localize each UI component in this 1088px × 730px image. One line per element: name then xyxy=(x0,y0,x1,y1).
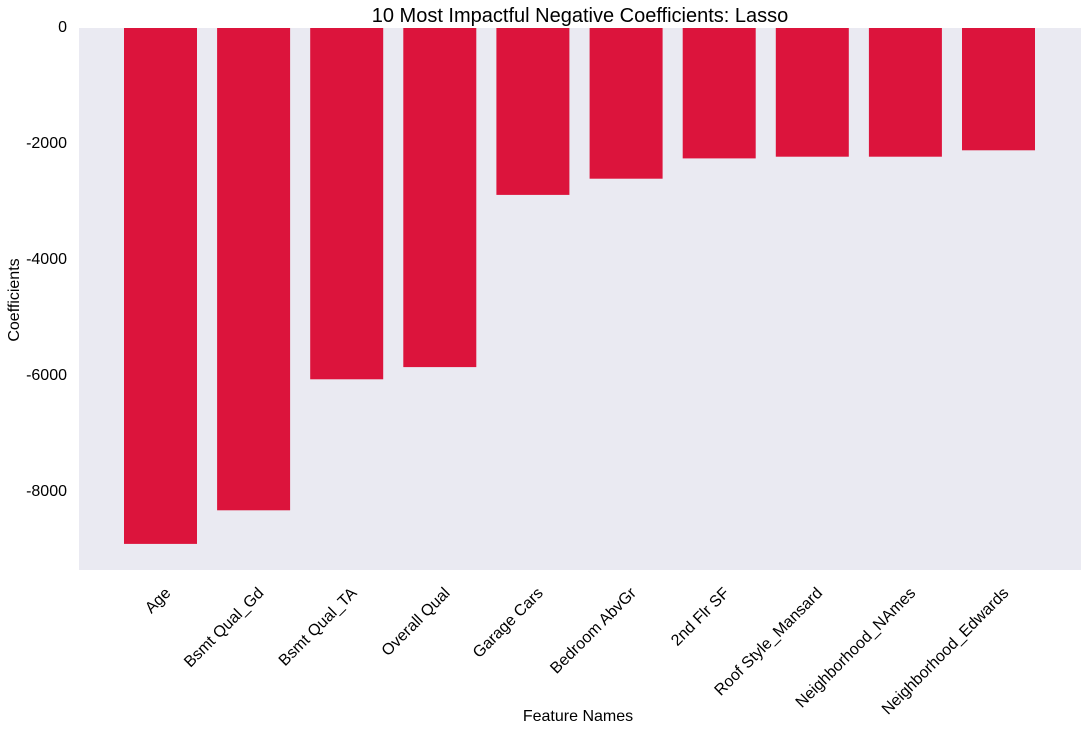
bar-age xyxy=(124,28,197,544)
bar-roof-style-mansard xyxy=(775,28,849,157)
y-tick-label: 0 xyxy=(58,19,67,36)
chart-title: 10 Most Impactful Negative Coefficients:… xyxy=(372,5,789,27)
bar-bedroom-abvgr xyxy=(589,28,663,179)
x-tick-label: Overall Qual xyxy=(379,585,454,660)
y-tick-label: -2000 xyxy=(26,135,67,152)
y-tick-label: -8000 xyxy=(26,483,67,500)
x-tick-label: Bsmt Qual_TA xyxy=(276,585,361,670)
x-tick-label: Age xyxy=(142,585,174,617)
bar-2nd-flr-sf xyxy=(682,28,756,159)
bar-garage-cars xyxy=(496,28,570,195)
bars-group xyxy=(124,28,1035,544)
y-tick-label: -6000 xyxy=(26,367,67,384)
x-tick-labels: Age Bsmt Qual_Gd Bsmt Qual_TA Overall Qual G… xyxy=(142,584,1012,718)
x-axis-label: Feature Names xyxy=(523,708,633,725)
bar-bsmt-qual-ta xyxy=(310,28,384,380)
x-tick-label: Bsmt Qual_Gd xyxy=(181,585,267,671)
y-axis-label: Coefficients xyxy=(6,258,23,341)
x-tick-label: Bedroom AbvGr xyxy=(547,584,640,677)
y-tick-labels: 0 -2000 -4000 -6000 -8000 xyxy=(26,19,67,500)
bar-bsmt-qual-gd xyxy=(217,28,291,511)
x-tick-label: 2nd Flr SF xyxy=(668,585,733,650)
bar-neighborhood-edwards xyxy=(962,28,1035,151)
bar-overall-qual xyxy=(403,28,477,368)
y-tick-label: -4000 xyxy=(26,251,67,268)
bar-neighborhood-names xyxy=(868,28,942,157)
x-tick-label: Garage Cars xyxy=(470,585,547,662)
